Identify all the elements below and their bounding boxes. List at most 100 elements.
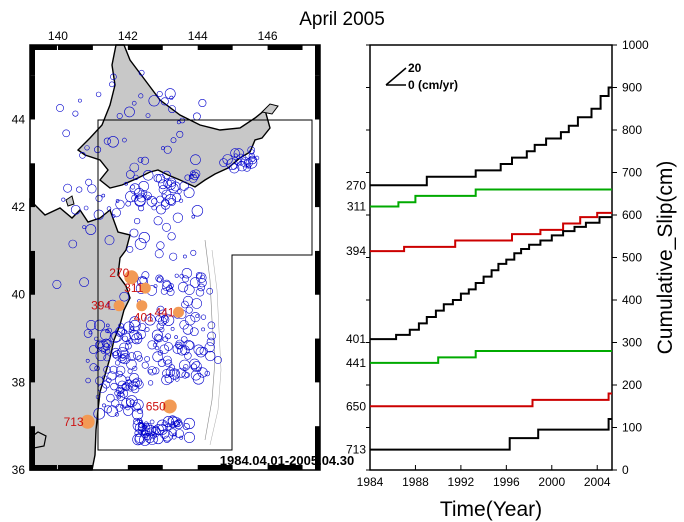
event-marker (164, 88, 176, 100)
event-marker (127, 368, 133, 374)
event-marker (207, 331, 216, 341)
y-tick-label: 0 (622, 463, 629, 477)
event-marker (112, 350, 123, 360)
event-marker (196, 272, 207, 283)
event-marker (190, 363, 198, 371)
station-label-650: 650 (146, 399, 166, 413)
event-marker (119, 342, 129, 352)
event-marker (161, 374, 172, 386)
event-marker (116, 370, 123, 378)
event-marker (171, 434, 177, 440)
y-tick-label: 700 (622, 166, 642, 180)
event-marker (199, 347, 208, 356)
event-marker (138, 323, 147, 331)
event-marker (147, 316, 153, 322)
event-marker (230, 148, 240, 158)
series-label-650: 650 (346, 399, 366, 413)
event-marker (166, 285, 173, 293)
x-tick-label: 2000 (538, 475, 565, 489)
event-marker (182, 422, 190, 430)
series-line-311 (370, 188, 612, 208)
event-marker (164, 342, 173, 351)
series-line-713 (370, 418, 612, 451)
event-marker (103, 339, 113, 349)
event-marker (157, 358, 166, 367)
event-marker (134, 433, 145, 443)
event-marker (176, 120, 181, 125)
border-segment (315, 45, 320, 76)
event-marker (127, 352, 136, 361)
border-segment (30, 75, 35, 120)
event-marker (123, 406, 134, 416)
event-marker (131, 402, 141, 412)
event-marker (155, 346, 160, 351)
event-marker (105, 328, 110, 334)
event-marker (141, 423, 146, 428)
map-tick-labels: 140 142 144 146 44 42 40 38 36 (12, 29, 278, 477)
map-frame (29, 44, 321, 471)
event-marker (111, 214, 116, 218)
event-marker (181, 268, 193, 279)
event-marker (119, 291, 129, 302)
event-marker (121, 332, 132, 342)
event-marker (137, 408, 143, 414)
event-marker (254, 155, 260, 161)
station-label-394: 394 (91, 299, 111, 313)
chart-axes: 1984 1988 1992 1996 2000 2004 0 100 200 300 400 500… (357, 38, 677, 521)
event-marker (85, 377, 91, 384)
event-marker (137, 157, 144, 163)
event-marker (176, 368, 186, 378)
border-segment (267, 465, 303, 470)
event-marker (129, 319, 141, 332)
event-marker (191, 205, 204, 217)
event-marker (101, 193, 106, 198)
event-marker (192, 112, 201, 121)
event-marker (222, 154, 233, 165)
event-marker (129, 329, 140, 341)
event-marker (114, 360, 121, 366)
border-segment (197, 45, 233, 50)
event-marker (177, 345, 188, 356)
event-marker (138, 232, 150, 244)
event-marker (197, 278, 207, 288)
event-marker (156, 322, 164, 330)
x-tick-label: 1984 (357, 475, 384, 489)
station-label-270: 270 (109, 266, 129, 280)
border-segment (127, 465, 163, 470)
y-tick-label: 900 (622, 81, 642, 95)
border-segment (30, 163, 35, 208)
border-segment (127, 45, 163, 50)
station-marker-401 (136, 300, 148, 312)
event-marker (132, 350, 142, 360)
event-marker (158, 179, 168, 190)
event-marker (185, 306, 193, 314)
event-marker (85, 320, 97, 331)
event-marker (171, 369, 179, 377)
event-marker (116, 347, 128, 359)
x-axis-label: Time(Year) (440, 498, 542, 521)
event-marker (94, 341, 104, 350)
event-marker (181, 371, 189, 379)
event-marker (104, 405, 113, 414)
scale-label: 0 (cm/yr) (408, 78, 458, 92)
x-tick-label: 2004 (584, 475, 611, 489)
event-marker (129, 228, 139, 238)
event-marker (70, 205, 81, 215)
event-marker (124, 181, 128, 186)
event-marker (111, 347, 120, 356)
latitude-tick-label: 44 (12, 112, 26, 126)
event-marker (192, 373, 205, 385)
event-marker (219, 158, 228, 167)
series-label-311: 311 (347, 200, 366, 214)
event-marker (178, 282, 189, 293)
y-tick-label: 600 (622, 208, 642, 222)
event-marker (61, 197, 66, 202)
scale-arrow (385, 67, 407, 86)
event-marker (175, 429, 184, 438)
event-marker (129, 399, 135, 405)
event-marker (135, 380, 144, 389)
event-marker (174, 335, 178, 339)
event-marker (182, 254, 187, 259)
event-marker (104, 235, 115, 246)
